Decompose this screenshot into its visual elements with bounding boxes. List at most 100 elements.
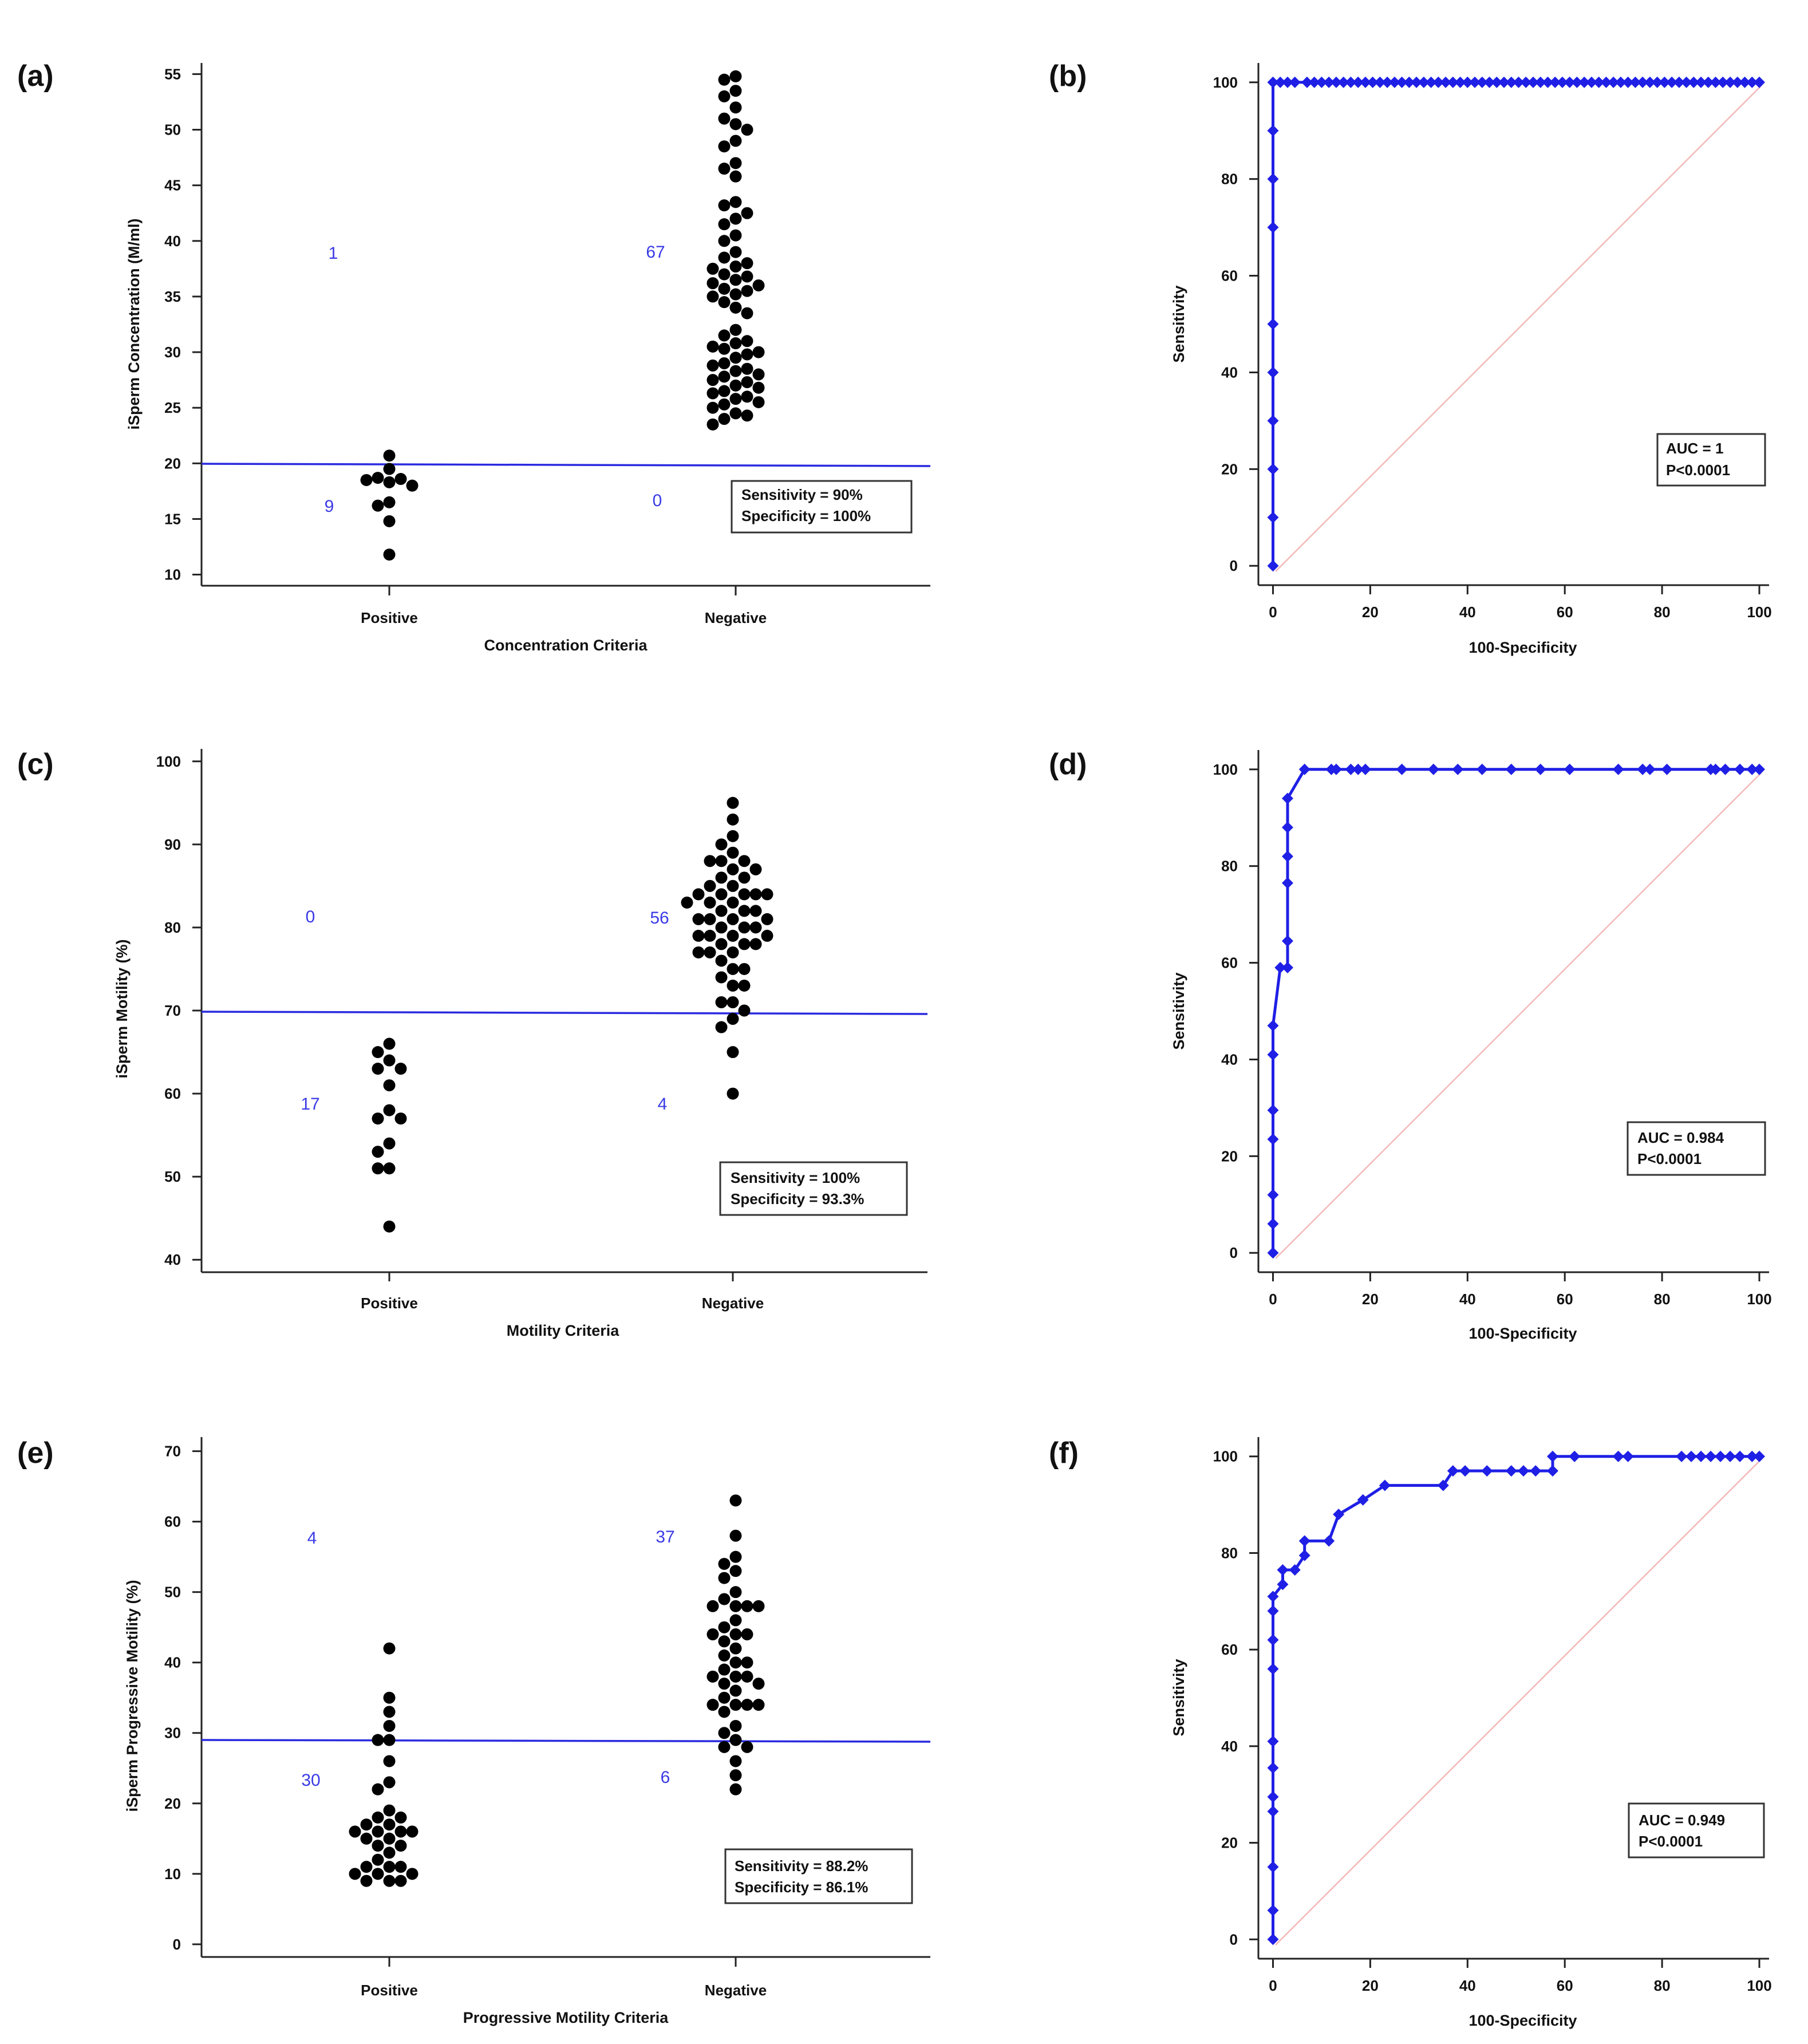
panel-d-roc-marker (1267, 1049, 1279, 1060)
panel-a-point-negative (729, 407, 742, 420)
panel-f-roc-marker (1447, 1465, 1459, 1477)
panel-d-ytick-label: 40 (1221, 1051, 1238, 1068)
panel-d-stats-box: AUC = 0.984 P<0.0001 (1627, 1121, 1766, 1176)
panel-b-roc-marker (1629, 76, 1641, 88)
panel-a-point-negative (718, 140, 731, 153)
panel-c-point-negative (692, 946, 705, 958)
panel-a-point-negative (729, 379, 742, 392)
panel-d-ytick-label: 60 (1221, 954, 1238, 972)
panel-d-roc-curve (1267, 763, 1766, 1259)
panel-e-point-negative (729, 1494, 742, 1507)
panel-c-ytick-label: 60 (164, 1085, 181, 1102)
panel-a-point-negative (729, 118, 742, 131)
panel-c-point-negative (749, 938, 762, 950)
panel-e-point-negative (729, 1529, 742, 1542)
panel-d-roc-marker (1298, 763, 1310, 775)
panel-b-roc-marker (1754, 76, 1766, 88)
panel-b-xtick-label: 20 (1362, 603, 1379, 621)
panel-a-point-negative (718, 218, 731, 231)
panel-b-roc-marker (1651, 76, 1663, 88)
panel-a-point-negative (718, 73, 731, 86)
panel-c-point-negative (704, 879, 716, 892)
panel-a-point-negative (729, 101, 742, 114)
panel-a-point-negative (729, 246, 742, 258)
panel-a-point-negative (729, 288, 742, 301)
panel-b-roc-marker (1608, 76, 1620, 88)
panel-c-point-negative (727, 1046, 739, 1059)
panel-d-ytick-label: 80 (1221, 858, 1238, 875)
panel-e-count-neg-above: 37 (656, 1528, 674, 1546)
panel-c-count-neg-above: 56 (650, 909, 669, 928)
panel-a-point-negative (729, 196, 742, 208)
panel-c-stats-box: Sensitivity = 100% Specificity = 93.3% (719, 1161, 908, 1216)
panel-f-roc-marker (1530, 1465, 1542, 1477)
panel-f-roc-marker (1267, 1861, 1279, 1873)
panel-c-point-negative (727, 796, 739, 809)
panel-a-point-negative (718, 370, 731, 383)
panel-c-point-positive (383, 1104, 396, 1116)
panel-f-roc-marker (1379, 1479, 1391, 1491)
panel-f-roc-marker (1267, 1904, 1279, 1916)
panel-c-point-negative (715, 954, 728, 967)
panel-c-point-negative (738, 871, 751, 884)
panel-e-point-negative (729, 1656, 742, 1669)
panel-c-point-negative (681, 896, 693, 909)
panel-e-point-negative (718, 1663, 731, 1676)
panel-a-point-negative (718, 199, 731, 212)
panel-a-point-negative (729, 70, 742, 82)
panel-e-point-negative (718, 1621, 731, 1633)
panel-a-label: (a) (17, 60, 54, 93)
panel-e-point-negative (729, 1642, 742, 1655)
panel-e-count-pos-below: 30 (301, 1771, 320, 1790)
panel-e-point-positive (372, 1825, 384, 1838)
panel-b-roc-marker (1505, 76, 1517, 88)
panel-b-roc-marker (1520, 76, 1532, 88)
panel-f-roc-marker (1546, 1450, 1558, 1462)
panel-a-point-negative (741, 376, 753, 389)
panel-b-roc-marker (1534, 76, 1546, 88)
panel-c-count-pos-below: 17 (301, 1095, 319, 1114)
panel-f-stats-box: AUC = 0.949 P<0.0001 (1628, 1802, 1765, 1858)
panel-a-ytick-label: 40 (164, 232, 181, 250)
panel-a-point-negative (706, 374, 719, 386)
panel-c-count-neg-below: 4 (658, 1095, 668, 1114)
panel-f-pvalue: P<0.0001 (1639, 1833, 1703, 1850)
panel-f-xtick-label: 20 (1362, 1977, 1379, 1994)
panel-a-ytick-label: 45 (164, 177, 181, 194)
panel-b-roc-marker (1267, 415, 1279, 427)
panel-a-ytick-label: 35 (164, 288, 181, 305)
panel-e-point-positive (360, 1818, 373, 1831)
panel-b-roc-marker (1673, 76, 1685, 88)
panel-b-x-label: 100-Specificity (1468, 639, 1577, 656)
panel-a-ytick-label: 15 (164, 510, 181, 527)
panel-e-point-negative (729, 1755, 742, 1767)
panel-a-y-axis: 10 15 20 25 30 35 40 45 50 55 (164, 63, 203, 586)
panel-f-x-label: 100-Specificity (1468, 2012, 1577, 2029)
panel-e-point-negative (718, 1635, 731, 1648)
panel-a-cat-negative: Negative (705, 609, 767, 626)
panel-a-point-negative (741, 207, 753, 219)
panel-f-roc-marker (1267, 1591, 1279, 1603)
panel-d-roc-marker (1612, 763, 1624, 775)
panel-e-point-negative (729, 1550, 742, 1563)
panel-c-point-negative (727, 896, 739, 909)
panel-b-roc-marker (1267, 222, 1279, 234)
panel-a-point-negative (706, 418, 719, 431)
panel-e-point-negative (729, 1734, 742, 1746)
panel-a-point-negative (718, 268, 731, 281)
panel-c-point-negative (761, 913, 773, 925)
panel-a-point-negative (729, 157, 742, 169)
panel-d-roc-marker (1281, 877, 1293, 889)
panel-a-point-negative (741, 348, 753, 361)
panel-b-roc-marker (1724, 76, 1736, 88)
panel-d-xtick-label: 60 (1557, 1291, 1573, 1308)
panel-e-point-negative (729, 1628, 742, 1640)
panel-a-ytick-label: 10 (164, 566, 181, 583)
panel-b-stats-box: AUC = 1 P<0.0001 (1656, 433, 1766, 487)
panel-a-point-negative (706, 340, 719, 353)
panel-e-point-positive (383, 1706, 396, 1718)
panel-c-ytick-label: 50 (164, 1168, 181, 1185)
panel-d-xtick-label: 0 (1269, 1291, 1277, 1308)
panel-e-point-negative (729, 1684, 742, 1697)
